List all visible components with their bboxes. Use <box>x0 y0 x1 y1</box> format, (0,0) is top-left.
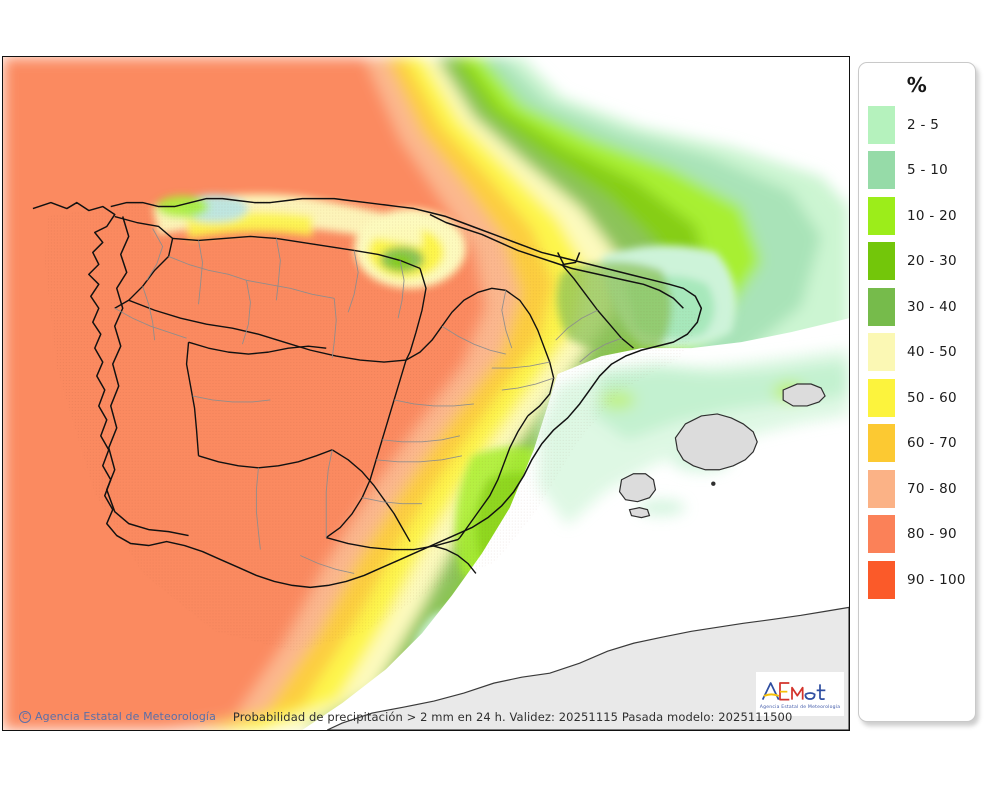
legend-range-label: 2 - 5 <box>907 116 940 133</box>
legend-range-label: 30 - 40 <box>907 298 957 315</box>
legend-color-swatch <box>868 515 895 554</box>
precipitation-probability-map[interactable] <box>3 57 849 730</box>
legend-row: 10 - 20 <box>868 193 975 239</box>
legend-title: % <box>906 73 928 97</box>
legend-color-swatch <box>868 287 895 326</box>
aemet-logo: Agencia Estatal de Meteorología <box>756 672 844 716</box>
legend-row: 5 - 10 <box>868 148 975 194</box>
legend-range-label: 80 - 90 <box>907 526 957 543</box>
legend-range-label: 10 - 20 <box>907 207 957 224</box>
legend-row: 40 - 50 <box>868 330 975 376</box>
legend-color-swatch <box>868 333 895 372</box>
legend-range-label: 20 - 30 <box>907 253 957 270</box>
legend-row: 2 - 5 <box>868 102 975 148</box>
legend-range-label: 5 - 10 <box>907 162 949 179</box>
legend-color-swatch <box>868 560 895 599</box>
legend-row: 70 - 80 <box>868 466 975 512</box>
legend-range-label: 50 - 60 <box>907 389 957 406</box>
legend-color-swatch <box>868 105 895 144</box>
legend-row: 80 - 90 <box>868 512 975 558</box>
map-panel[interactable] <box>2 56 850 731</box>
legend-row: 20 - 30 <box>868 239 975 285</box>
legend-color-swatch <box>868 424 895 463</box>
legend-color-swatch <box>868 151 895 190</box>
legend-row: 30 - 40 <box>868 284 975 330</box>
legend-items: 2 - 5 5 - 10 10 - 20 20 - 30 30 - 40 40 - 50 5… <box>859 102 975 603</box>
legend-range-label: 90 - 100 <box>907 571 966 588</box>
legend-panel: % 2 - 5 5 - 10 10 - 20 20 - 30 30 - 40 40 - 5… <box>858 62 976 722</box>
legend-color-swatch <box>868 469 895 508</box>
legend-range-label: 40 - 50 <box>907 344 957 361</box>
legend-color-swatch <box>868 196 895 235</box>
legend-row: 90 - 100 <box>868 557 975 603</box>
legend-range-label: 60 - 70 <box>907 435 957 452</box>
aemet-subtitle: Agencia Estatal de Meteorología <box>759 705 841 710</box>
legend-range-label: 70 - 80 <box>907 480 957 497</box>
legend-row: 60 - 70 <box>868 421 975 467</box>
legend-color-swatch <box>868 242 895 281</box>
legend-color-swatch <box>868 378 895 417</box>
legend-row: 50 - 60 <box>868 375 975 421</box>
aemet-wordmark-icon <box>761 682 826 701</box>
